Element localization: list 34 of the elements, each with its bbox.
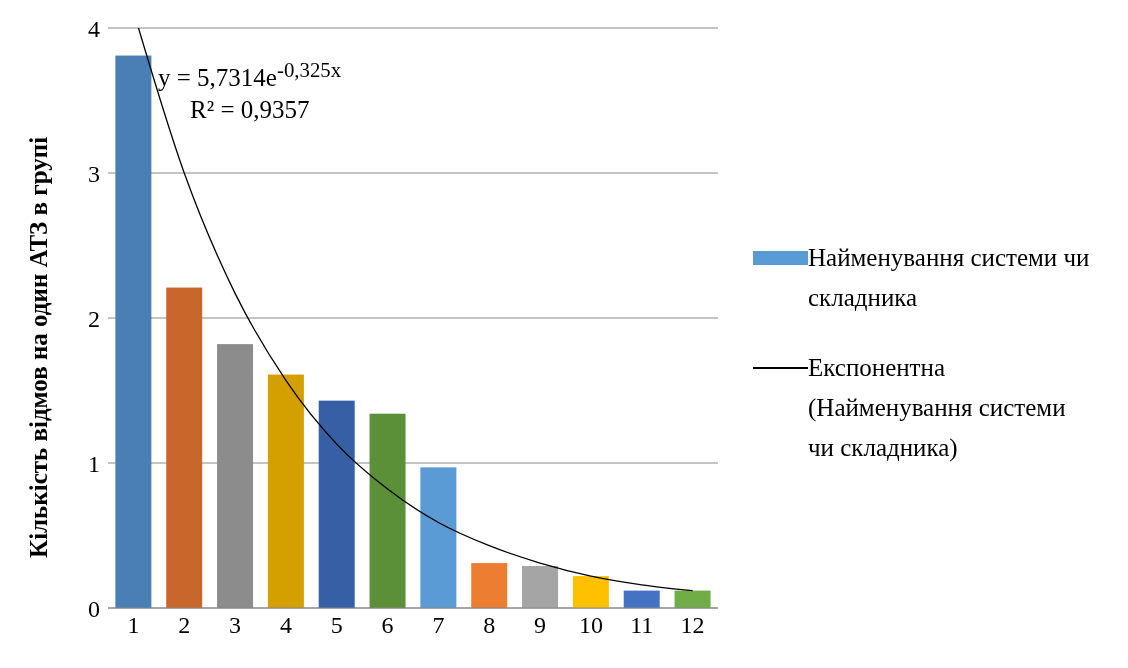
x-tick-label: 11	[630, 612, 654, 639]
bar	[369, 413, 406, 608]
bar	[420, 467, 457, 608]
y-tick-label: 4	[88, 15, 100, 42]
y-axis-title: Кількість відмов на один АТЗ в групі	[24, 136, 52, 558]
bar	[572, 576, 609, 608]
bar	[166, 287, 203, 608]
bar	[267, 374, 304, 608]
bar	[623, 590, 660, 608]
line-series	[137, 28, 694, 592]
x-tick-label: 10	[578, 612, 603, 639]
legend-label: Експонентна (Найменування системи чи складника)	[808, 353, 1067, 464]
x-tick-label: 1	[127, 612, 140, 639]
bar	[674, 590, 711, 608]
x-tick-label: 7	[432, 612, 445, 639]
bar	[471, 563, 508, 608]
x-tick-label: 2	[178, 612, 191, 639]
annotation: R² = 0,9357	[190, 96, 310, 124]
y-tick-label: 0	[88, 595, 100, 622]
x-tick-label: 5	[330, 612, 343, 639]
x-tick-label: 4	[279, 612, 292, 639]
legend-label: Найменування системи чи складника	[808, 243, 1091, 313]
x-tick-label: 12	[680, 612, 705, 639]
bar	[522, 565, 559, 608]
y-tick-label: 1	[88, 450, 100, 477]
bar	[115, 55, 152, 608]
x-tick-label: 8	[483, 612, 496, 639]
bar	[318, 400, 355, 608]
y-tick-label: 3	[88, 160, 100, 187]
annotation: y = 5,7314e$^{-0,325x}$	[158, 58, 342, 93]
x-tick-label: 6	[381, 612, 394, 639]
x-tick-label: 3	[229, 612, 242, 639]
x-tick-label: 9	[534, 612, 547, 639]
y-tick-label: 2	[88, 305, 100, 332]
